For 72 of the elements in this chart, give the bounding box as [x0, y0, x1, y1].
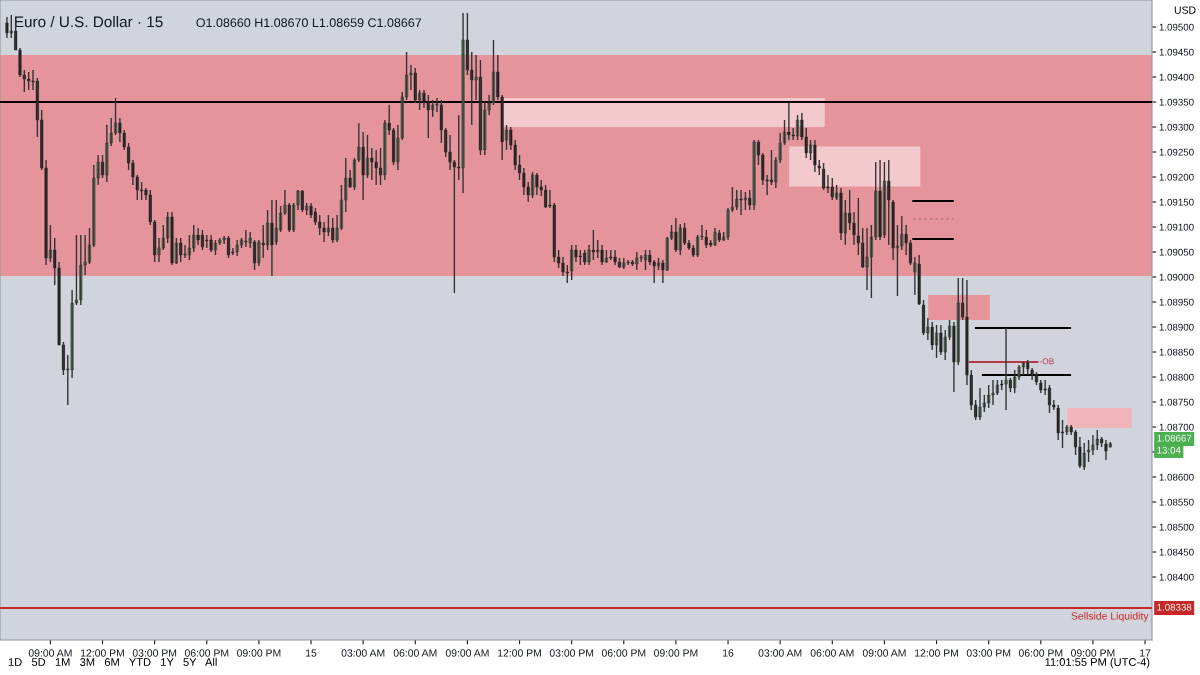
ref-line-label: Sellside Liquidity — [1071, 612, 1149, 622]
y-tick-label: 1.09350 — [1159, 98, 1194, 106]
x-tick-label: 12:00 PM — [498, 649, 541, 657]
y-tick-label: 1.09250 — [1159, 148, 1194, 156]
text: 13:04 — [1157, 446, 1181, 454]
candlestick — [370, 147, 374, 181]
x-tick-label: 03:00 PM — [966, 649, 1011, 657]
x-tick-label: 12:00 PM — [915, 649, 958, 657]
x-tick-label: 09:00 PM — [654, 649, 698, 657]
candlestick — [943, 329, 947, 361]
text: 1.08667 — [1157, 434, 1192, 442]
x-tick-label: 09:00 PM — [1071, 649, 1115, 657]
candlestick — [322, 221, 326, 243]
y-tick-label: 1.08950 — [1159, 298, 1194, 306]
y-tick-label: 1.08700 — [1159, 423, 1194, 431]
y-tick-label: 1.08600 — [1159, 473, 1194, 481]
x-tick-label: 09:00 AM — [445, 649, 489, 657]
y-tick-label: 1.09150 — [1159, 198, 1194, 206]
y-tick-label: 1.08900 — [1159, 323, 1194, 331]
candlestick — [183, 244, 187, 259]
x-tick-label: 09:00 AM — [862, 649, 906, 657]
candlestick — [735, 189, 739, 211]
x-tick-label: 12:00 PM — [81, 649, 124, 657]
candlestick — [1013, 369, 1017, 394]
y-tick-label: 1.08500 — [1159, 523, 1194, 531]
x-tick-label: 03:00 PM — [549, 649, 594, 657]
y-tick-label: 1.09050 — [1159, 248, 1194, 256]
y-tick-label: 1.09450 — [1159, 48, 1194, 56]
x-tick-label: 03:00 AM — [341, 649, 385, 657]
x-tick-label: 16 — [723, 649, 734, 657]
y-tick-label: 1.08800 — [1159, 373, 1194, 381]
x-tick-label: 06:00 PM — [601, 649, 646, 657]
candlestick — [626, 259, 630, 266]
y-tick-label: 1.08750 — [1159, 398, 1194, 406]
candlestick — [331, 217, 335, 244]
text: 1.08338 — [1157, 603, 1192, 611]
y-tick-label: 1.09300 — [1159, 123, 1194, 131]
candlestick — [991, 379, 995, 406]
candlestick — [192, 224, 196, 253]
x-tick-label: 15 — [306, 649, 317, 657]
x-tick-label: 09:00 PM — [237, 649, 281, 657]
candlestick — [739, 189, 743, 216]
text: 1D 5D 1M 3M 6M YTD 1Y 5Y All — [8, 657, 217, 666]
x-tick-label: 06:00 AM — [810, 649, 854, 657]
x-tick-label: 06:00 AM — [393, 649, 437, 657]
x-tick-label: 03:00 AM — [758, 649, 802, 657]
y-tick-label: 1.08850 — [1159, 348, 1194, 356]
text: USD — [1174, 6, 1196, 14]
y-tick-label: 1.09100 — [1159, 223, 1194, 231]
candlestick — [900, 215, 904, 251]
y-tick-label: 1.08450 — [1159, 548, 1194, 556]
y-tick-label: 1.08550 — [1159, 498, 1194, 506]
annotation: -OB — [1039, 358, 1054, 365]
candlestick — [79, 234, 83, 306]
candlestick — [1004, 327, 1008, 411]
x-tick-label: 03:00 PM — [132, 649, 177, 657]
candlestick — [830, 177, 834, 201]
x-tick-label: 06:00 PM — [184, 649, 229, 657]
text: 11:01:55 PM (UTC-4) — [1045, 657, 1150, 669]
candlestick — [179, 237, 183, 263]
x-tick-label: 09:00 AM — [28, 649, 72, 657]
x-tick-label: 17 — [1140, 649, 1151, 657]
candlestick — [244, 229, 248, 248]
y-tick-label: 1.09500 — [1159, 23, 1194, 31]
text: O1.08660 H1.08670 L1.08659 C1.08667 — [196, 18, 422, 28]
candlestick — [1095, 429, 1099, 451]
y-tick-label: 1.09200 — [1159, 173, 1194, 181]
y-tick-label: 1.09400 — [1159, 73, 1194, 81]
y-tick-label: 1.09000 — [1159, 273, 1194, 281]
y-tick-label: 1.08400 — [1159, 573, 1194, 581]
x-tick-label: 06:00 PM — [1018, 649, 1063, 657]
candlestick — [930, 321, 934, 351]
